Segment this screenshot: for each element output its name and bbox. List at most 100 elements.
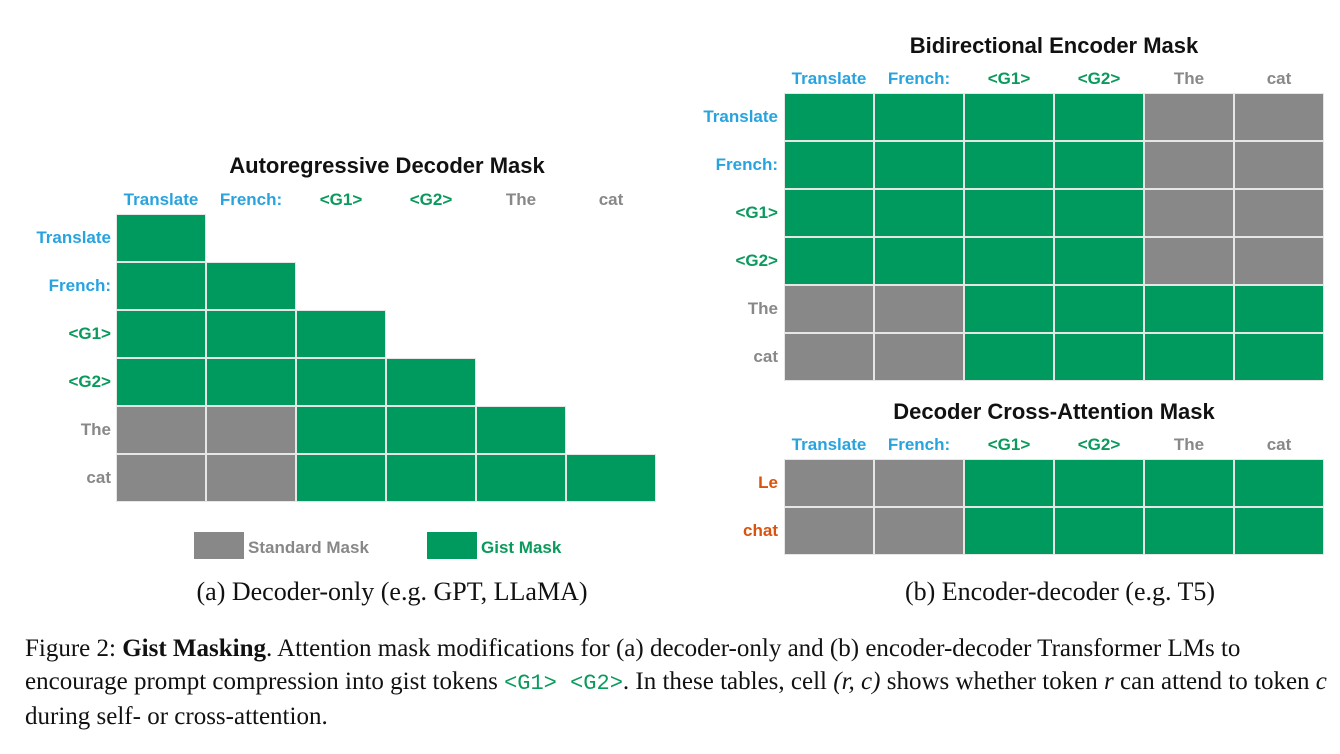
decoder-cell-2-2 — [296, 310, 386, 358]
figure-caption: Figure 2: Gist Masking. Attention mask m… — [25, 632, 1335, 733]
cross-col-g1: <G1> — [987, 435, 1031, 454]
cross-cell-0-5 — [1234, 459, 1324, 507]
encoder-mask-title: Bidirectional Encoder Mask — [909, 33, 1199, 58]
cross-cell-0-1 — [874, 459, 964, 507]
legend-gist — [427, 532, 477, 559]
encoder-col-french: French: — [887, 69, 951, 88]
encoder-cell-3-2 — [964, 237, 1054, 285]
encoder-cell-0-2 — [964, 93, 1054, 141]
decoder-cell-5-1 — [206, 454, 296, 502]
standard-swatch — [194, 532, 244, 559]
decoder-col-g2: <G2> — [409, 190, 453, 209]
cross-col-french: French: — [887, 435, 951, 454]
decoder-cell-1-0 — [116, 262, 206, 310]
decoder-cell-4-2 — [296, 406, 386, 454]
cross-row-chat: chat — [743, 521, 778, 540]
encoder-cell-5-5 — [1234, 333, 1324, 381]
gist-swatch — [427, 532, 477, 559]
cross-col-the: The — [1173, 435, 1205, 454]
encoder-cell-0-4 — [1144, 93, 1234, 141]
encoder-cell-5-0 — [784, 333, 874, 381]
caption-text-2: . In these tables, cell — [622, 668, 834, 695]
encoder-row-cat: cat — [753, 347, 778, 366]
encoder-cell-4-3 — [1054, 285, 1144, 333]
encoder-row-french: French: — [715, 155, 778, 174]
subcaption-a: (a) Decoder-only (e.g. GPT, LLaMA) — [196, 577, 588, 606]
encoder-cell-3-5 — [1234, 237, 1324, 285]
caption-c: c — [1315, 668, 1327, 695]
encoder-cell-3-0 — [784, 237, 874, 285]
encoder-col-cat: cat — [1266, 69, 1292, 88]
cross-row-le: Le — [758, 473, 778, 492]
decoder-cell-5-2 — [296, 454, 386, 502]
encoder-col-translate: Translate — [791, 69, 867, 88]
decoder-cell-3-2 — [296, 358, 386, 406]
encoder-col-the: The — [1173, 69, 1205, 88]
decoder-cell-4-1 — [206, 406, 296, 454]
decoder-cell-1-1 — [206, 262, 296, 310]
cross-cell-1-1 — [874, 507, 964, 555]
decoder-cell-0-0 — [116, 214, 206, 262]
encoder-row-the: The — [747, 299, 778, 318]
decoder-row-french: French: — [48, 276, 111, 295]
cross-cell-0-0 — [784, 459, 874, 507]
encoder-col-g1: <G1> — [987, 69, 1031, 88]
decoder-row-cat: cat — [86, 468, 111, 487]
decoder-cell-4-4 — [476, 406, 566, 454]
encoder-cell-4-2 — [964, 285, 1054, 333]
caption-label: Figure 2: — [25, 635, 123, 662]
decoder-cell-5-0 — [116, 454, 206, 502]
caption-text-1: . Attention mask modifications for (a) d… — [25, 635, 1241, 695]
cross-mask-title: Decoder Cross-Attention Mask — [893, 399, 1215, 424]
encoder-cell-4-0 — [784, 285, 874, 333]
decoder-row-translate: Translate — [36, 228, 111, 247]
encoder-row-g2: <G2> — [735, 251, 778, 270]
decoder-cell-3-0 — [116, 358, 206, 406]
encoder-cell-5-4 — [1144, 333, 1234, 381]
encoder-row-g1: <G1> — [735, 203, 778, 222]
caption-gist-tokens: <G1> <G2> — [504, 671, 623, 696]
decoder-cell-5-5 — [566, 454, 656, 502]
encoder-cell-1-3 — [1054, 141, 1144, 189]
decoder-row-g1: <G1> — [68, 324, 111, 343]
subcaption-b: (b) Encoder-decoder (e.g. T5) — [904, 577, 1216, 606]
encoder-cell-2-4 — [1144, 189, 1234, 237]
decoder-col-g1: <G1> — [319, 190, 363, 209]
encoder-cell-1-0 — [784, 141, 874, 189]
encoder-cell-3-3 — [1054, 237, 1144, 285]
encoder-cell-4-1 — [874, 285, 964, 333]
encoder-cell-1-4 — [1144, 141, 1234, 189]
legend-gist-label: Gist Mask — [481, 538, 562, 557]
decoder-cell-5-3 — [386, 454, 476, 502]
encoder-cell-2-3 — [1054, 189, 1144, 237]
encoder-row-translate: Translate — [703, 107, 778, 126]
decoder-cell-4-0 — [116, 406, 206, 454]
encoder-cell-3-4 — [1144, 237, 1234, 285]
encoder-cell-0-0 — [784, 93, 874, 141]
decoder-mask-title: Autoregressive Decoder Mask — [229, 153, 545, 178]
caption-bold: Gist Masking — [122, 635, 266, 662]
encoder-cell-5-2 — [964, 333, 1054, 381]
encoder-cell-1-5 — [1234, 141, 1324, 189]
encoder-cell-1-2 — [964, 141, 1054, 189]
decoder-cell-3-3 — [386, 358, 476, 406]
encoder-cell-2-0 — [784, 189, 874, 237]
legend-standard — [194, 532, 244, 559]
decoder-cell-5-4 — [476, 454, 566, 502]
encoder-cell-5-1 — [874, 333, 964, 381]
cross-cell-0-3 — [1054, 459, 1144, 507]
caption-text-4: can attend to token — [1113, 668, 1316, 695]
encoder-cell-1-1 — [874, 141, 964, 189]
encoder-cell-4-5 — [1234, 285, 1324, 333]
cross-cell-1-3 — [1054, 507, 1144, 555]
encoder-cell-2-5 — [1234, 189, 1324, 237]
decoder-cell-2-0 — [116, 310, 206, 358]
encoder-cell-2-1 — [874, 189, 964, 237]
cross-col-translate: Translate — [791, 435, 867, 454]
encoder-cell-5-3 — [1054, 333, 1144, 381]
decoder-col-cat: cat — [598, 190, 624, 209]
decoder-cell-4-3 — [386, 406, 476, 454]
decoder-col-translate: Translate — [123, 190, 199, 209]
decoder-col-french: French: — [219, 190, 283, 209]
encoder-cell-0-3 — [1054, 93, 1144, 141]
